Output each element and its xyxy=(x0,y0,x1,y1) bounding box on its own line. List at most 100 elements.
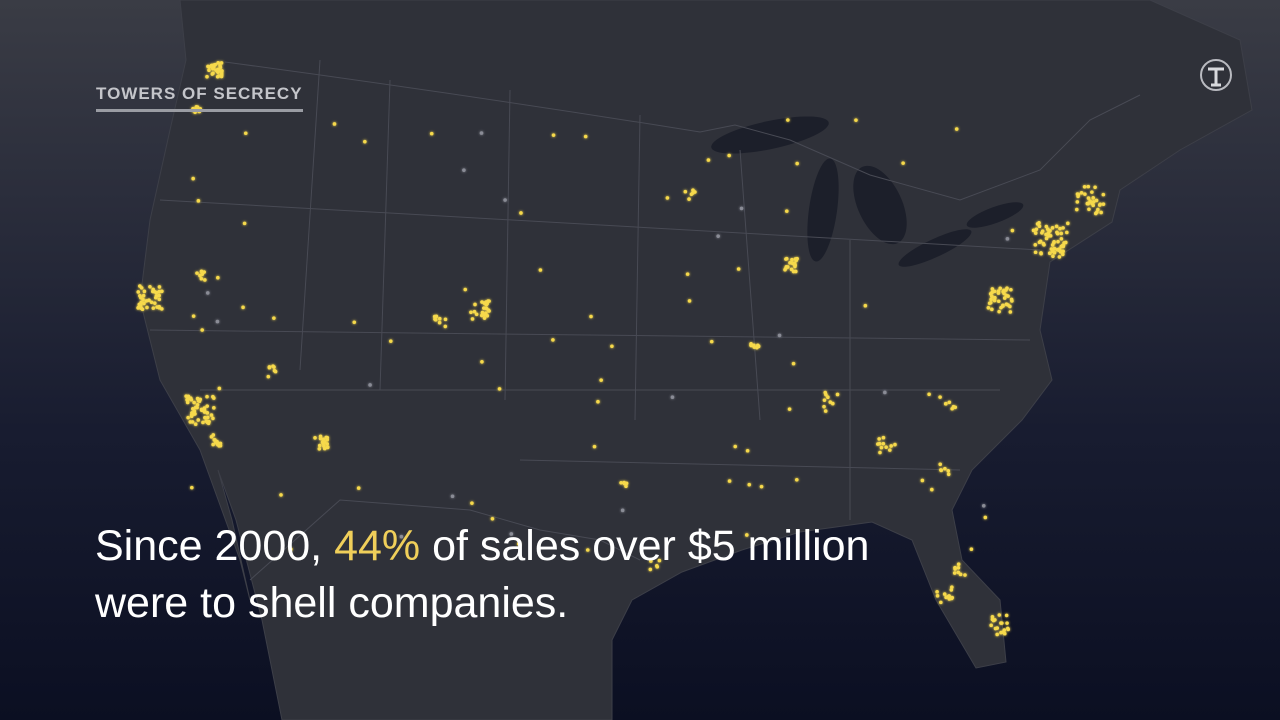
sale-dot xyxy=(787,407,792,411)
sale-dot xyxy=(619,480,623,485)
sale-dot xyxy=(219,61,224,65)
sale-dot xyxy=(1009,287,1013,292)
caption-text: were to shell companies. xyxy=(95,579,569,627)
sale-dot xyxy=(1099,210,1103,215)
sale-dot xyxy=(157,297,162,302)
sale-dot xyxy=(497,387,502,391)
sale-dot xyxy=(938,395,942,399)
sale-dot xyxy=(212,438,217,442)
sale-dot xyxy=(195,396,200,401)
sale-dot xyxy=(215,319,220,324)
sale-dot xyxy=(191,176,195,181)
sale-dot xyxy=(462,168,466,172)
sale-dot xyxy=(709,339,714,344)
sale-dot xyxy=(939,468,944,473)
sale-dot xyxy=(947,400,952,405)
sale-dot xyxy=(474,312,479,317)
sale-dot xyxy=(1033,243,1038,247)
sale-dot xyxy=(1004,302,1009,307)
sale-dot xyxy=(218,65,223,70)
sale-dot xyxy=(1051,254,1055,259)
sale-dot xyxy=(272,365,276,369)
sale-dot xyxy=(1031,228,1036,233)
sale-dot xyxy=(946,472,951,477)
sale-dot xyxy=(997,309,1001,314)
sale-dot xyxy=(823,390,828,395)
sale-dot xyxy=(969,547,974,552)
sale-dot xyxy=(1038,239,1043,244)
sale-dot xyxy=(942,592,947,596)
sale-dot xyxy=(325,442,330,446)
sale-dot xyxy=(195,403,200,407)
sale-dot xyxy=(215,441,220,445)
sale-dot xyxy=(938,462,943,467)
sale-dot xyxy=(939,600,943,605)
sale-dot xyxy=(1098,202,1102,207)
sale-dot xyxy=(317,447,322,451)
sale-dot xyxy=(1039,251,1043,256)
sale-dot xyxy=(927,392,931,397)
sale-dot xyxy=(685,272,690,276)
sale-dot xyxy=(317,443,322,448)
sale-dot xyxy=(1040,231,1044,235)
sale-dot xyxy=(241,305,245,310)
sale-dot xyxy=(215,74,220,79)
sale-dot xyxy=(935,589,939,594)
sale-dot xyxy=(889,444,893,448)
sale-dot xyxy=(199,407,204,412)
sale-dot xyxy=(995,632,999,637)
sale-dot xyxy=(863,303,868,308)
sale-dot xyxy=(1054,224,1059,229)
sale-dot xyxy=(745,533,749,537)
sale-dot xyxy=(209,435,214,439)
sale-dot xyxy=(1047,233,1051,238)
sale-dot xyxy=(538,268,543,272)
sale-dot xyxy=(211,66,215,71)
sale-dot xyxy=(826,395,830,400)
sale-dot xyxy=(733,444,738,449)
sale-dot xyxy=(157,293,161,298)
sale-dot xyxy=(503,198,507,202)
sale-dot xyxy=(160,307,164,311)
sale-dot xyxy=(1052,246,1057,251)
sale-dot xyxy=(943,466,947,471)
sale-dot xyxy=(185,400,190,405)
sale-dot xyxy=(313,436,317,440)
sale-dot xyxy=(443,317,448,322)
sale-dot xyxy=(1101,192,1106,197)
sale-dot xyxy=(199,269,204,274)
sale-dot xyxy=(433,318,438,322)
sale-dot xyxy=(592,444,597,449)
sale-dot xyxy=(267,365,272,369)
sale-dot xyxy=(218,441,223,446)
sale-dot xyxy=(1044,232,1048,237)
sale-dot xyxy=(206,64,210,69)
sale-dot xyxy=(793,269,798,274)
sale-dot xyxy=(610,344,614,349)
sale-dot xyxy=(1083,192,1087,196)
sale-dot xyxy=(205,411,210,415)
sale-dot xyxy=(956,565,961,570)
borders xyxy=(149,59,1141,581)
sale-dot xyxy=(998,286,1002,291)
sale-dot xyxy=(160,289,164,294)
sale-dot xyxy=(212,396,216,400)
sale-dot xyxy=(823,409,828,413)
caption-text: of sales over $5 million xyxy=(420,522,870,570)
sale-dot xyxy=(211,442,215,447)
sale-dot xyxy=(1075,200,1080,204)
sale-dot xyxy=(1086,184,1091,189)
sale-dot xyxy=(205,74,209,79)
sale-dot xyxy=(790,257,794,262)
sale-dot xyxy=(363,139,367,144)
sale-dot xyxy=(879,445,884,450)
sale-dot xyxy=(1042,243,1046,247)
sale-dot xyxy=(205,415,210,420)
sale-dot xyxy=(954,127,959,131)
logo xyxy=(1200,59,1232,91)
sale-dot xyxy=(745,448,750,453)
sale-dot xyxy=(883,390,887,395)
sale-dot xyxy=(949,588,954,592)
